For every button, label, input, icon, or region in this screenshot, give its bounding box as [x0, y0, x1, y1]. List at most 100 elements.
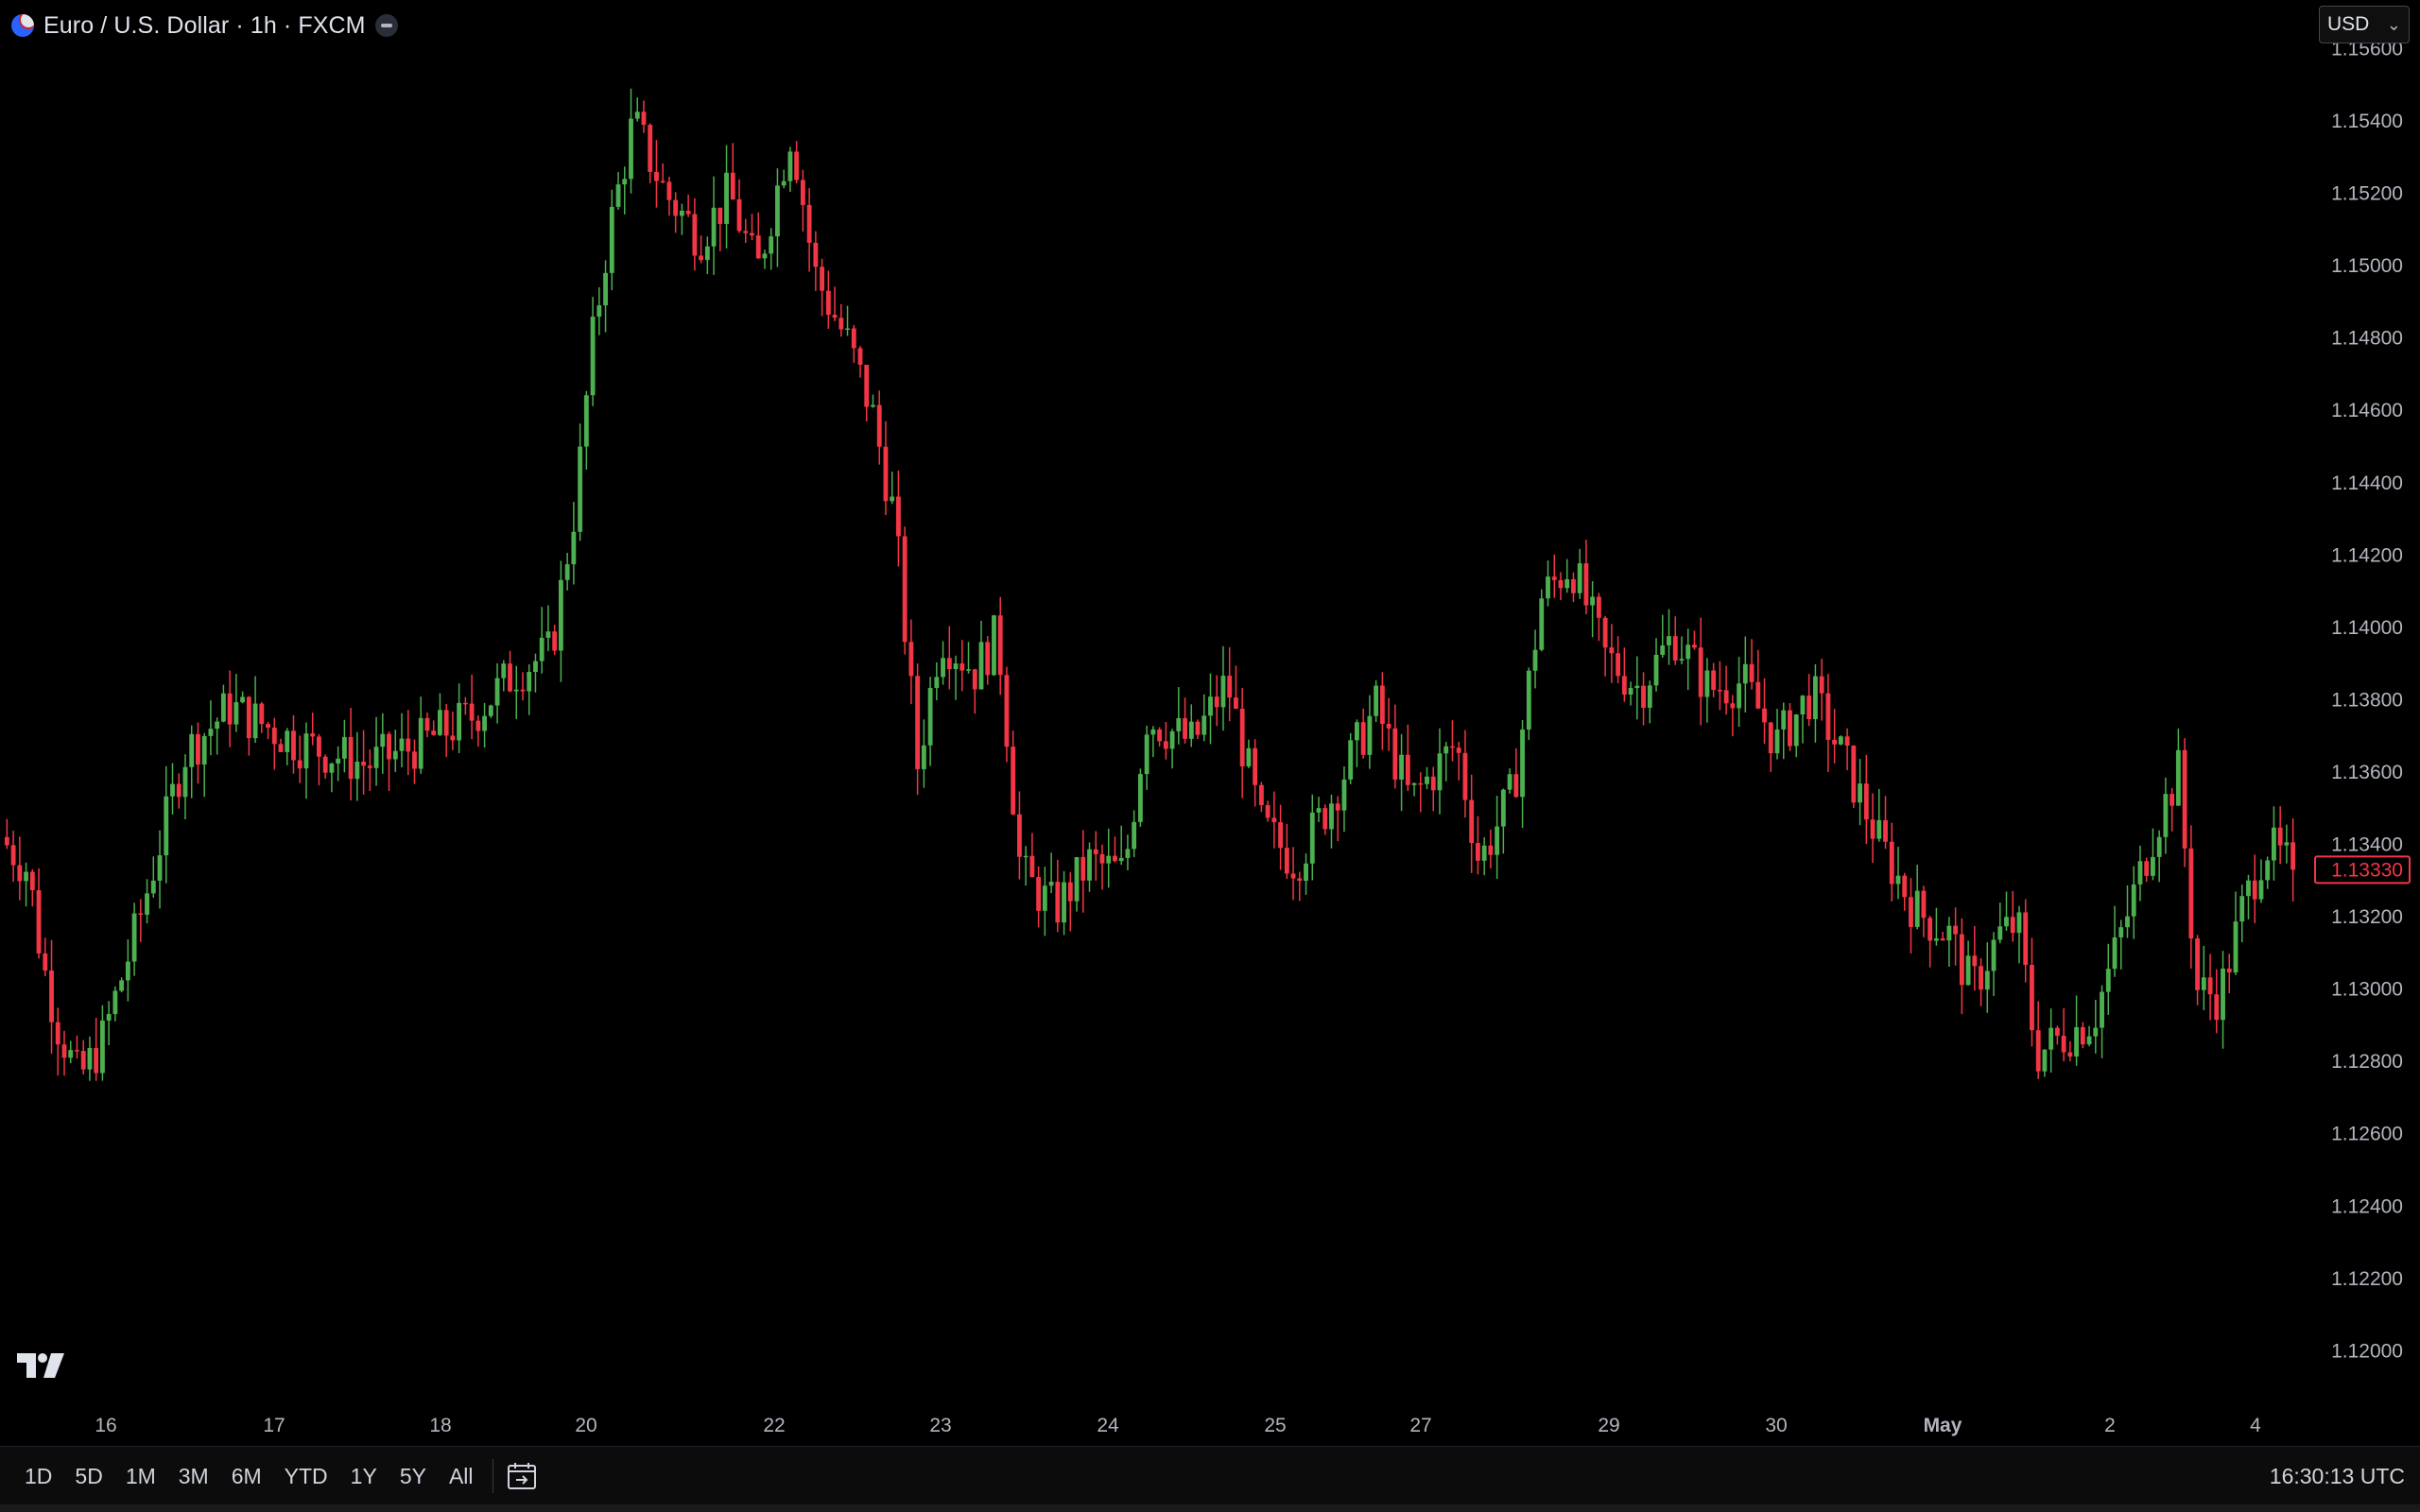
- candle-body: [533, 661, 538, 673]
- candle-body: [2277, 827, 2283, 846]
- candle-body: [1825, 693, 1831, 740]
- candle-body: [902, 536, 908, 643]
- candle-body: [285, 730, 290, 752]
- candle-body: [1093, 849, 1098, 854]
- candle-body: [494, 678, 500, 706]
- candle-body: [112, 990, 118, 1015]
- candle-body: [1596, 596, 1601, 618]
- date-range-group: 1D 5D 1M 3M 6M YTD 1Y 5Y All: [13, 1447, 541, 1505]
- candle-body: [1546, 576, 1550, 599]
- candle-body: [1437, 753, 1443, 791]
- candle-body: [2112, 936, 2118, 970]
- candle-body: [240, 696, 246, 703]
- candle-body: [1819, 676, 1824, 694]
- candle-body: [145, 893, 149, 915]
- tradingview-logo-icon[interactable]: [17, 1353, 66, 1384]
- candle-body: [380, 733, 386, 747]
- candle-body: [424, 717, 430, 731]
- candle-body: [1316, 808, 1322, 813]
- y-tick-label: 1.14200: [2331, 544, 2403, 566]
- y-tick-label: 1.14400: [2331, 472, 2403, 494]
- range-all-button[interactable]: All: [448, 1464, 474, 1488]
- range-ytd-button[interactable]: YTD: [284, 1464, 328, 1488]
- utc-clock[interactable]: 16:30:13 UTC: [2269, 1464, 2405, 1488]
- candle-body: [1647, 685, 1652, 708]
- time-axis[interactable]: 16 17 18 20 22 23 24 25 27 29 30 May 2 4: [95, 1415, 2261, 1436]
- range-6m-button[interactable]: 6M: [231, 1464, 262, 1488]
- price-chart[interactable]: 1.15600 1.15400 1.15200 1.15000 1.14800 1.146…: [0, 0, 2420, 1446]
- calendar-goto-icon[interactable]: [503, 1457, 541, 1495]
- x-tick-label: 2: [2104, 1415, 2116, 1436]
- candle-body: [2035, 1030, 2041, 1072]
- currency-select[interactable]: USD ⌄: [2319, 6, 2410, 43]
- candle-body: [373, 747, 379, 768]
- candle-body: [4, 836, 9, 846]
- candle-body: [1851, 746, 1857, 803]
- candle-body: [2100, 991, 2104, 1028]
- candle-body: [99, 1020, 105, 1074]
- candle-body: [1354, 722, 1359, 741]
- candle-body: [660, 180, 666, 183]
- candle-body: [915, 676, 921, 769]
- candle-body: [246, 696, 251, 739]
- candle-body: [336, 758, 341, 764]
- candle-body: [1679, 659, 1685, 661]
- candle-body: [1667, 636, 1671, 645]
- candle-body: [1246, 747, 1252, 766]
- candle-body: [1475, 843, 1480, 861]
- candle-body: [1634, 685, 1640, 689]
- candle-body: [1195, 721, 1201, 735]
- candle-body: [673, 199, 679, 216]
- range-3m-button[interactable]: 3M: [178, 1464, 209, 1488]
- candle-body: [1933, 938, 1939, 941]
- candle-body: [921, 745, 926, 769]
- candle-body: [303, 733, 309, 769]
- range-5y-button[interactable]: 5Y: [399, 1464, 426, 1488]
- candle-body: [1042, 885, 1047, 911]
- candle-body: [1768, 722, 1773, 754]
- candle-body: [1169, 730, 1175, 749]
- candle-body: [890, 496, 895, 502]
- candle-body: [972, 669, 977, 690]
- candle-body: [131, 913, 137, 962]
- candle-body: [94, 1047, 99, 1074]
- candle-body: [2061, 1036, 2066, 1053]
- candle-body: [711, 207, 717, 247]
- candle-body: [704, 246, 710, 261]
- candle-body: [1889, 841, 1894, 885]
- price-axis[interactable]: 1.15600 1.15400 1.15200 1.15000 1.14800 1.146…: [2331, 38, 2403, 1362]
- x-tick-label: 25: [1264, 1415, 1286, 1436]
- range-1m-button[interactable]: 1M: [125, 1464, 156, 1488]
- candle-body: [1125, 849, 1131, 858]
- candle-body: [1806, 696, 1812, 720]
- candle-body: [10, 845, 16, 866]
- range-1d-button[interactable]: 1D: [25, 1464, 53, 1488]
- candle-body: [1080, 856, 1086, 881]
- candle-body: [17, 865, 23, 882]
- candle-body: [482, 715, 488, 731]
- candle-body: [806, 204, 812, 243]
- collapse-legend-icon[interactable]: [374, 14, 398, 37]
- candle-body: [634, 112, 640, 119]
- candle-body: [959, 663, 965, 671]
- candle-body: [513, 689, 519, 692]
- candle-body: [367, 765, 372, 768]
- candle-body: [1832, 739, 1838, 745]
- candle-body: [1723, 690, 1729, 704]
- y-tick-label: 1.14000: [2331, 617, 2403, 639]
- range-5d-button[interactable]: 5D: [75, 1464, 103, 1488]
- candle-body: [1972, 955, 1978, 967]
- candle-body: [1322, 808, 1328, 830]
- candle-body: [1176, 717, 1182, 731]
- candle-body: [2048, 1027, 2054, 1050]
- range-1y-button[interactable]: 1Y: [350, 1464, 377, 1488]
- candle-body: [1742, 663, 1748, 684]
- candle-body: [603, 272, 608, 306]
- candle-body: [1004, 675, 1010, 747]
- candle-body: [1386, 723, 1392, 729]
- symbol-title[interactable]: Euro / U.S. Dollar · 1h · FXCM: [43, 11, 366, 39]
- symbol-legend[interactable]: Euro / U.S. Dollar · 1h · FXCM: [11, 9, 398, 42]
- candle-body: [1297, 878, 1303, 882]
- candle-body: [1979, 966, 1983, 990]
- candle-body: [978, 642, 984, 690]
